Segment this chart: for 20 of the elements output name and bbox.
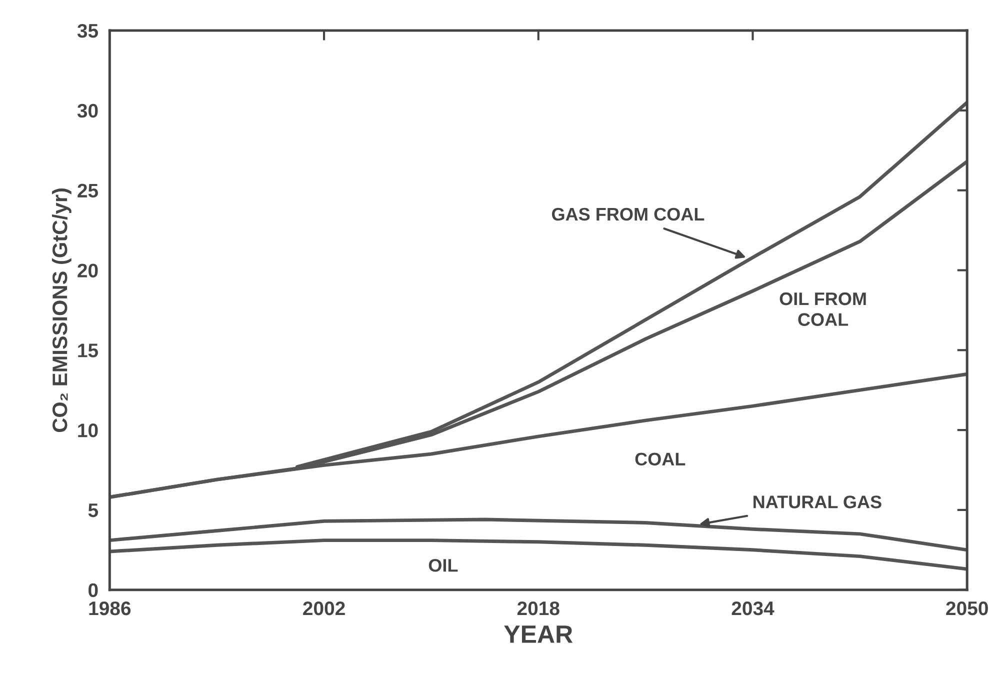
x-tick-label: 2002	[303, 601, 345, 616]
y-tick-label: 25	[78, 184, 98, 198]
y-tick-label: 20	[78, 264, 98, 278]
annotation: OIL FROM COAL	[780, 292, 866, 326]
y-tick-label: 15	[78, 344, 98, 358]
annotation: OIL	[428, 558, 458, 572]
y-tick-label: 10	[78, 424, 98, 438]
y-tick-label: 30	[77, 104, 98, 118]
x-tick-label: 1986	[89, 601, 131, 616]
x-tick-label: 2018	[517, 601, 560, 616]
y-axis-title: CO₂ EMISSIONS (GtC/yr)	[52, 188, 72, 432]
annotation: NATURAL GAS	[754, 496, 882, 508]
y-tick-label: 5	[88, 504, 98, 518]
y-tick-label: 0	[88, 583, 98, 598]
x-tick-label: 2050	[946, 601, 988, 616]
x-axis-title: YEAR	[504, 626, 573, 643]
x-tick-label: 2034	[732, 601, 774, 616]
annotation: GAS FROM COAL	[552, 208, 704, 221]
annotation: COAL	[635, 452, 686, 466]
y-tick-label: 35	[77, 24, 98, 38]
